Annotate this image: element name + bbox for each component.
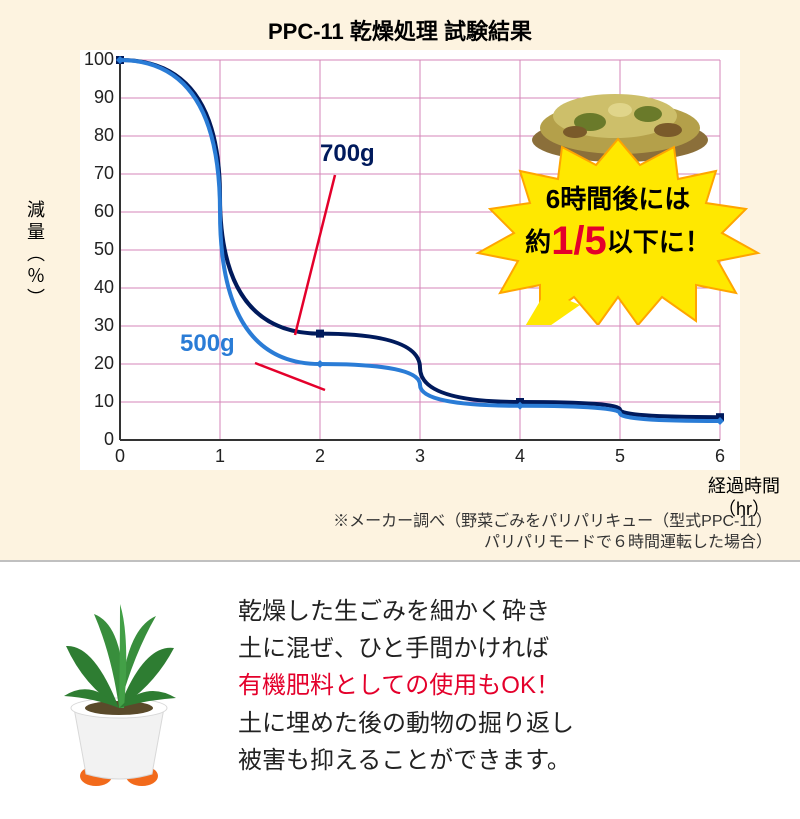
y-axis-label: 減量（％） <box>22 200 48 310</box>
x-tick-label: 6 <box>715 446 725 467</box>
x-tick-label: 0 <box>115 446 125 467</box>
callout-text: 6時間後には 約1/5以下に！ <box>468 183 768 266</box>
callout-burst: 6時間後には 約1/5以下に！ <box>468 135 768 325</box>
chart-footnote: ※メーカー調べ（野菜ごみをパリパリキュー（型式PPC-11） パリパリモードで６… <box>0 511 800 554</box>
lower-section: 乾燥した生ごみを細かく砕き土に混ぜ、ひと手間かければ有機肥料としての使用もOK！… <box>0 560 800 814</box>
leader-500g <box>250 358 330 398</box>
y-tick-label: 90 <box>94 87 114 108</box>
y-tick-label: 70 <box>94 163 114 184</box>
footnote-line2: パリパリモードで６時間運転した場合） <box>484 534 772 551</box>
chart-title: PPC-11 乾燥処理 試験結果 <box>0 14 800 46</box>
callout-line2: 約1/5以下に！ <box>468 216 768 266</box>
lower-text-pre: 乾燥した生ごみを細かく砕き土に混ぜ、ひと手間かければ <box>238 598 550 662</box>
y-tick-label: 80 <box>94 125 114 146</box>
y-tick-label: 50 <box>94 239 114 260</box>
chart-panel: PPC-11 乾燥処理 試験結果 減量（％） 01020304050607080… <box>0 0 800 560</box>
x-tick-label: 4 <box>515 446 525 467</box>
y-tick-label: 0 <box>104 429 114 450</box>
y-tick-label: 20 <box>94 353 114 374</box>
x-tick-label: 3 <box>415 446 425 467</box>
y-tick-label: 60 <box>94 201 114 222</box>
x-tick-label: 5 <box>615 446 625 467</box>
footnote-line1: ※メーカー調べ（野菜ごみをパリパリキュー（型式PPC-11） <box>333 513 772 530</box>
y-tick-label: 100 <box>84 49 114 70</box>
lower-text-emphasis: 有機肥料としての使用もOK！ <box>238 672 560 699</box>
potted-plant-icon <box>24 586 214 786</box>
lower-body-text: 乾燥した生ごみを細かく砕き土に混ぜ、ひと手間かければ有機肥料としての使用もOK！… <box>238 593 574 779</box>
series-label-500g: 500g <box>180 330 235 358</box>
y-tick-label: 30 <box>94 315 114 336</box>
lower-text-post: 土に埋めた後の動物の掘り返し被害も抑えることができます。 <box>238 710 574 774</box>
callout-line1: 6時間後には <box>468 183 768 216</box>
y-tick-label: 10 <box>94 391 114 412</box>
leader-700g <box>290 170 340 340</box>
x-axis-label-line1: 経過時間 <box>708 476 780 496</box>
series-label-700g: 700g <box>320 140 375 168</box>
y-tick-label: 40 <box>94 277 114 298</box>
x-tick-label: 1 <box>215 446 225 467</box>
x-tick-label: 2 <box>315 446 325 467</box>
